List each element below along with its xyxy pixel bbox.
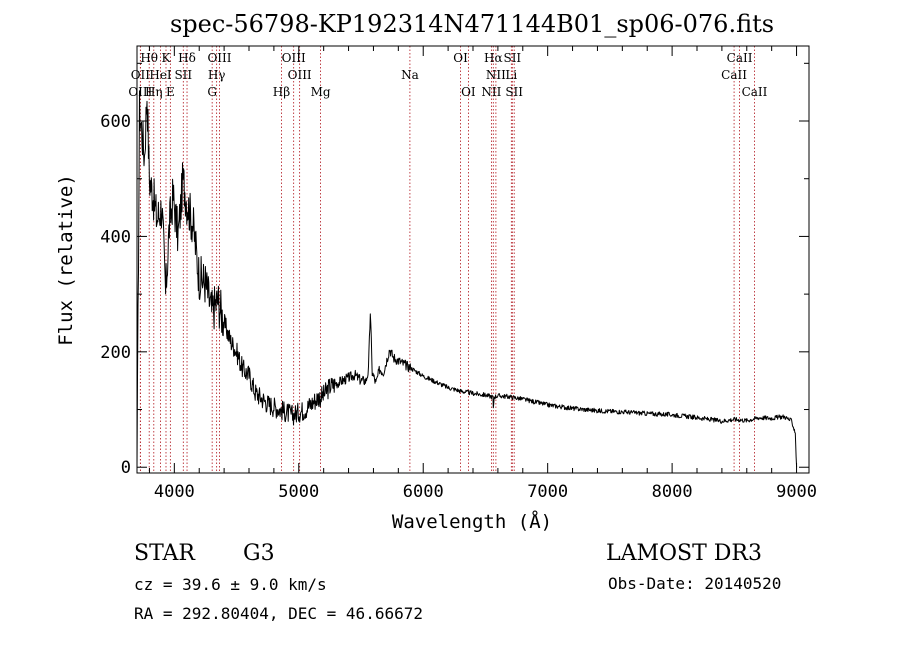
line-label: SII [505,85,523,99]
line-label: G [207,85,217,99]
line-label: OIII [282,51,306,65]
y-tick-label: 200 [100,343,131,363]
line-label: OII [131,68,151,82]
line-label: NII [481,85,501,99]
line-label: OI [453,51,468,65]
line-label: Mg [311,85,331,99]
observation-date: Obs-Date: 20140520 [608,574,781,593]
spectrum-plot [136,90,798,468]
line-label: OIII [288,68,312,82]
line-label: Hβ [273,85,290,99]
x-tick-label: 9000 [776,482,817,502]
object-class: STAR [134,541,196,566]
spectral-line-markers [139,46,755,473]
x-axis-label: Wavelength (Å) [392,510,552,533]
line-label: CaII [742,85,768,99]
line-label: Li [505,68,517,82]
line-label: OIII [128,85,152,99]
line-label: HeI [149,68,172,82]
x-tick-label: 7000 [527,482,568,502]
x-tick-label: 8000 [652,482,693,502]
x-tick-label: 4000 [154,482,195,502]
chart-title: spec-56798-KP192314N471144B01_sp06-076.f… [170,10,774,38]
object-subclass: G3 [243,541,275,566]
line-label: SII [503,51,521,65]
x-tick-label: 6000 [403,482,444,502]
line-label: SII [174,68,192,82]
redshift-readout: cz = 39.6 ± 9.0 km/s [134,575,327,594]
coordinates: RA = 292.80404, DEC = 46.66672 [134,604,423,623]
line-label: Hδ [178,51,196,65]
line-label: OIII [207,51,231,65]
line-label: E [166,85,175,99]
line-label: CaII [727,51,753,65]
line-label: Hη [145,85,163,99]
line-label: NII [486,68,506,82]
y-tick-label: 400 [100,227,131,247]
y-tick-label: 600 [100,112,131,132]
x-axis-ticks: 4000 5000 6000 7000 8000 9000 [148,46,817,502]
survey-name: LAMOST DR3 [606,541,762,566]
line-label: OI [461,85,476,99]
plot-frame [136,45,810,474]
line-label: Na [401,68,419,82]
y-axis-ticks: 0 200 400 600 [100,62,809,478]
line-label: Hθ [140,51,158,65]
x-tick-label: 5000 [278,482,319,502]
line-label: CaII [721,68,747,82]
line-label: K [162,51,172,65]
y-axis-label: Flux (relative) [55,174,77,346]
spectrum-line [136,90,798,468]
line-label: Hα [484,51,503,65]
line-label: Hγ [208,68,226,82]
y-tick-label: 0 [121,458,131,478]
